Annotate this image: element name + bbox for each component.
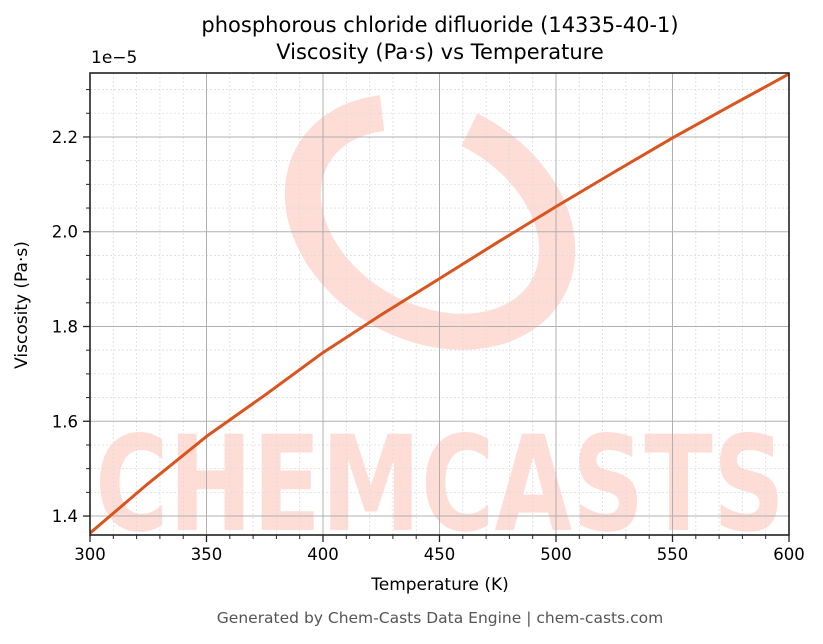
x-axis-label: Temperature (K) [371,575,509,595]
x-tick-label: 550 [657,545,689,564]
y-axis-exponent: 1e−5 [91,48,138,68]
y-tick-label: 1.8 [52,318,78,337]
x-tick-label: 400 [307,545,339,564]
y-tick-label: 2.2 [52,128,78,147]
footer-credit: Generated by Chem-Casts Data Engine | ch… [216,609,664,627]
viscosity-curve [90,73,789,535]
chart-title-line1: phosphorous chloride difluoride (14335-4… [201,13,679,37]
chart-title-line2: Viscosity (Pa·s) vs Temperature [276,40,604,64]
y-tick-label: 1.6 [52,412,78,431]
x-tick-label: 300 [74,545,106,564]
x-tick-label: 500 [540,545,572,564]
y-axis-label: Viscosity (Pa·s) [12,241,32,369]
y-tick-label: 1.4 [52,507,78,526]
y-tick-label: 2.0 [52,223,78,242]
x-tick-label: 450 [424,545,456,564]
x-tick-label: 350 [191,545,223,564]
x-tick-label: 600 [773,545,805,564]
